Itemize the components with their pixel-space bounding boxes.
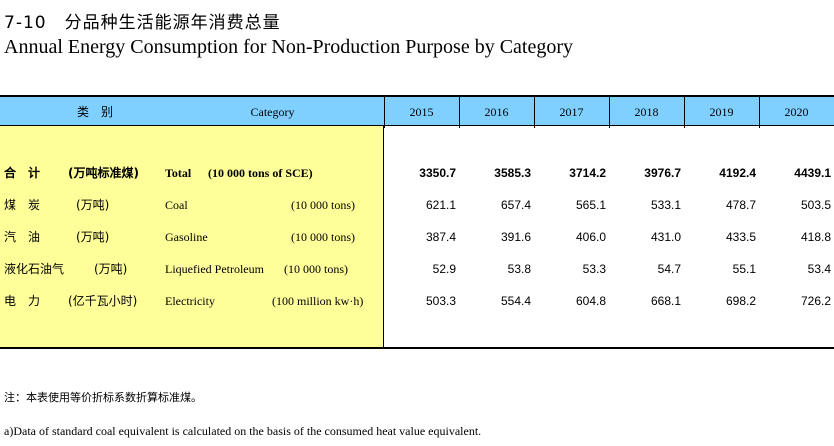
row-label-en: Gasoline xyxy=(165,230,208,244)
table-cell: 54.7 xyxy=(657,262,681,276)
row-unit-cn: (万吨) xyxy=(94,262,128,276)
row-unit-cn: (亿千瓦小时) xyxy=(68,294,138,308)
table-cell: 554.4 xyxy=(500,294,531,308)
header-year-2015: 2015 xyxy=(409,105,434,119)
row-label-en: Coal xyxy=(165,198,188,212)
table-cell: 657.4 xyxy=(500,198,531,212)
table-row-total: 合 计 (万吨标准煤) Total (10 000 tons of SCE) 3… xyxy=(0,163,834,183)
table-cell: 565.1 xyxy=(575,198,606,212)
row-label-cn: 液化石油气 xyxy=(4,262,65,276)
table-cell: 726.2 xyxy=(800,294,831,308)
row-label-en: Liquefied Petroleum xyxy=(165,262,264,276)
table-cell: 431.0 xyxy=(650,230,681,244)
row-unit-en: (100 million kw·h) xyxy=(272,294,364,308)
table-row-lpg: 液化石油气 (万吨) Liquefied Petroleum (10 000 t… xyxy=(0,259,834,279)
energy-consumption-table: 类 别 Category 2015 2016 2017 2018 2019 20… xyxy=(0,95,834,349)
table-row-electricity: 电 力 (亿千瓦小时) Electricity (100 million kw·… xyxy=(0,291,834,311)
row-label-en: Electricity xyxy=(165,294,215,308)
row-unit-cn: (万吨) xyxy=(76,198,110,212)
table-cell: 53.8 xyxy=(507,262,531,276)
table-cell: 418.8 xyxy=(800,230,831,244)
table-cell: 503.3 xyxy=(425,294,456,308)
row-label-cn: 汽 油 xyxy=(4,230,41,244)
table-cell: 533.1 xyxy=(650,198,681,212)
table-cell: 698.2 xyxy=(725,294,756,308)
header-year-2020: 2020 xyxy=(784,105,809,119)
table-cell: 3976.7 xyxy=(644,166,681,180)
row-unit-cn: (万吨标准煤) xyxy=(68,166,139,180)
table-row-gasoline: 汽 油 (万吨) Gasoline (10 000 tons) 387.4 39… xyxy=(0,227,834,247)
table-cell: 53.3 xyxy=(582,262,606,276)
table-row-coal: 煤 炭 (万吨) Coal (10 000 tons) 621.1 657.4 … xyxy=(0,195,834,215)
table-cell: 387.4 xyxy=(425,230,456,244)
table-cell: 52.9 xyxy=(432,262,456,276)
row-unit-en: (10 000 tons of SCE) xyxy=(208,166,313,180)
table-cell: 503.5 xyxy=(800,198,831,212)
table-header: 类 别 Category 2015 2016 2017 2018 2019 20… xyxy=(0,95,834,128)
table-cell: 4439.1 xyxy=(794,166,831,180)
table-title-english: Annual Energy Consumption for Non-Produc… xyxy=(4,36,574,58)
header-category-en: Category xyxy=(250,105,295,119)
table-cell: 4192.4 xyxy=(719,166,756,180)
row-unit-en: (10 000 tons) xyxy=(291,230,355,244)
table-cell: 478.7 xyxy=(725,198,756,212)
row-label-cn: 电 力 xyxy=(4,294,41,308)
table-cell: 433.5 xyxy=(725,230,756,244)
row-label-cn: 煤 炭 xyxy=(4,198,41,212)
row-unit-en: (10 000 tons) xyxy=(291,198,355,212)
row-unit-cn: (万吨) xyxy=(76,230,110,244)
table-title-chinese: 7-10 分品种生活能源年消费总量 xyxy=(4,13,281,33)
table-cell: 604.8 xyxy=(575,294,606,308)
table-cell: 3585.3 xyxy=(494,166,531,180)
header-year-2016: 2016 xyxy=(484,105,509,119)
table-cell: 53.4 xyxy=(807,262,831,276)
table-cell: 406.0 xyxy=(575,230,606,244)
header-category-cn: 类 别 xyxy=(76,105,113,119)
header-year-2017: 2017 xyxy=(559,105,584,119)
note-english: a)Data of standard coal equivalent is ca… xyxy=(4,424,482,438)
header-year-2018: 2018 xyxy=(634,105,659,119)
note-chinese: 注：本表使用等价折标系数折算标准煤。 xyxy=(4,391,202,404)
row-unit-en: (10 000 tons) xyxy=(284,262,348,276)
row-label-cn: 合 计 xyxy=(4,166,41,180)
table-cell: 391.6 xyxy=(500,230,531,244)
table-cell: 621.1 xyxy=(425,198,456,212)
table-cell: 3714.2 xyxy=(569,166,606,180)
table-cell: 55.1 xyxy=(732,262,756,276)
row-label-en: Total xyxy=(165,166,192,180)
table-bottom-border xyxy=(0,347,834,349)
header-year-2019: 2019 xyxy=(709,105,734,119)
category-column-background xyxy=(0,126,384,348)
table-cell: 668.1 xyxy=(650,294,681,308)
table-cell: 3350.7 xyxy=(419,166,456,180)
